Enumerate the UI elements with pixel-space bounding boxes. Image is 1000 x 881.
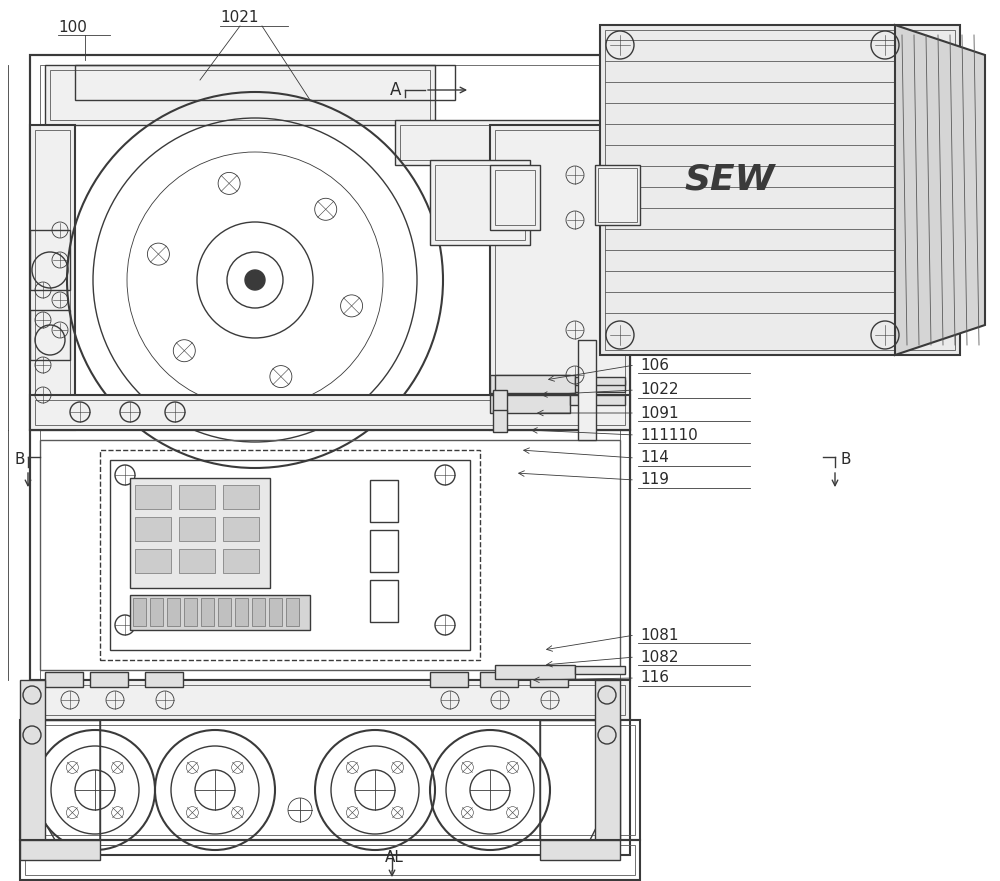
Bar [20,720,100,840]
Text: A: A [390,81,401,99]
Bar [495,375,575,393]
Bar [370,530,398,572]
Text: 119: 119 [640,472,669,487]
Bar [130,595,310,630]
Bar [20,680,45,840]
Text: 116: 116 [640,670,669,685]
Bar [100,450,480,660]
Circle shape [245,270,265,290]
Bar [495,665,575,679]
Bar [135,517,171,541]
Bar [570,395,625,405]
Bar [605,30,955,350]
Bar [30,680,630,720]
Bar [430,672,468,687]
Bar [20,720,640,840]
Bar [40,65,620,845]
Bar [540,720,620,840]
Bar [493,390,507,412]
Bar [575,377,625,385]
Bar [30,55,630,855]
Bar [598,168,637,222]
Text: B: B [15,453,26,468]
Text: B: B [840,453,850,468]
Bar [540,840,620,860]
Text: 111110: 111110 [640,427,698,442]
Bar [430,160,530,245]
Bar [235,598,248,626]
Text: 106: 106 [640,358,669,373]
Bar [90,672,128,687]
Bar [595,165,640,225]
Bar [30,55,630,430]
Bar [179,485,215,509]
Bar [50,70,430,120]
Bar [578,340,596,440]
Bar [269,598,282,626]
Bar [30,125,75,430]
Bar [150,598,163,626]
Bar [20,840,100,860]
Bar [35,685,625,715]
Bar [490,125,630,430]
Text: 114: 114 [640,450,669,465]
Bar [435,165,525,240]
Bar [45,672,83,687]
Bar [570,380,625,392]
Text: 1082: 1082 [640,649,678,664]
Bar [45,65,435,125]
Bar [35,130,70,425]
Bar [286,598,299,626]
Bar [30,430,630,680]
Bar [179,517,215,541]
Bar [25,845,635,875]
Bar [370,480,398,522]
Text: AL: AL [385,850,404,865]
Bar [490,375,570,393]
Bar [223,485,259,509]
Bar [370,580,398,622]
Text: 1022: 1022 [640,382,678,397]
Text: 1091: 1091 [640,405,679,420]
Bar [135,549,171,573]
Text: 1081: 1081 [640,627,678,642]
Bar [133,598,146,626]
Bar [480,672,518,687]
Bar [179,549,215,573]
Bar [25,725,635,835]
Bar [184,598,197,626]
Text: 1021: 1021 [220,11,258,26]
Bar [252,598,265,626]
Bar [167,598,180,626]
Bar [600,25,960,355]
Text: 100: 100 [58,20,87,35]
Bar [218,598,231,626]
Bar [395,120,600,165]
Bar [495,130,625,425]
Bar [223,517,259,541]
Bar [30,395,630,430]
Text: SEW: SEW [685,163,775,197]
Bar [495,170,535,225]
Bar [20,840,640,880]
Bar [400,125,595,160]
Bar [490,165,540,230]
Bar [595,680,620,840]
Polygon shape [895,25,985,355]
Bar [30,230,70,290]
Bar [145,672,183,687]
Bar [575,666,625,674]
Bar [40,440,620,670]
Bar [135,485,171,509]
Bar [110,460,470,650]
Bar [490,395,570,413]
Bar [201,598,214,626]
Bar [30,310,70,360]
Bar [130,478,270,588]
Bar [530,672,568,687]
Bar [493,410,507,432]
Bar [223,549,259,573]
Bar [35,400,625,425]
Bar [75,65,455,100]
